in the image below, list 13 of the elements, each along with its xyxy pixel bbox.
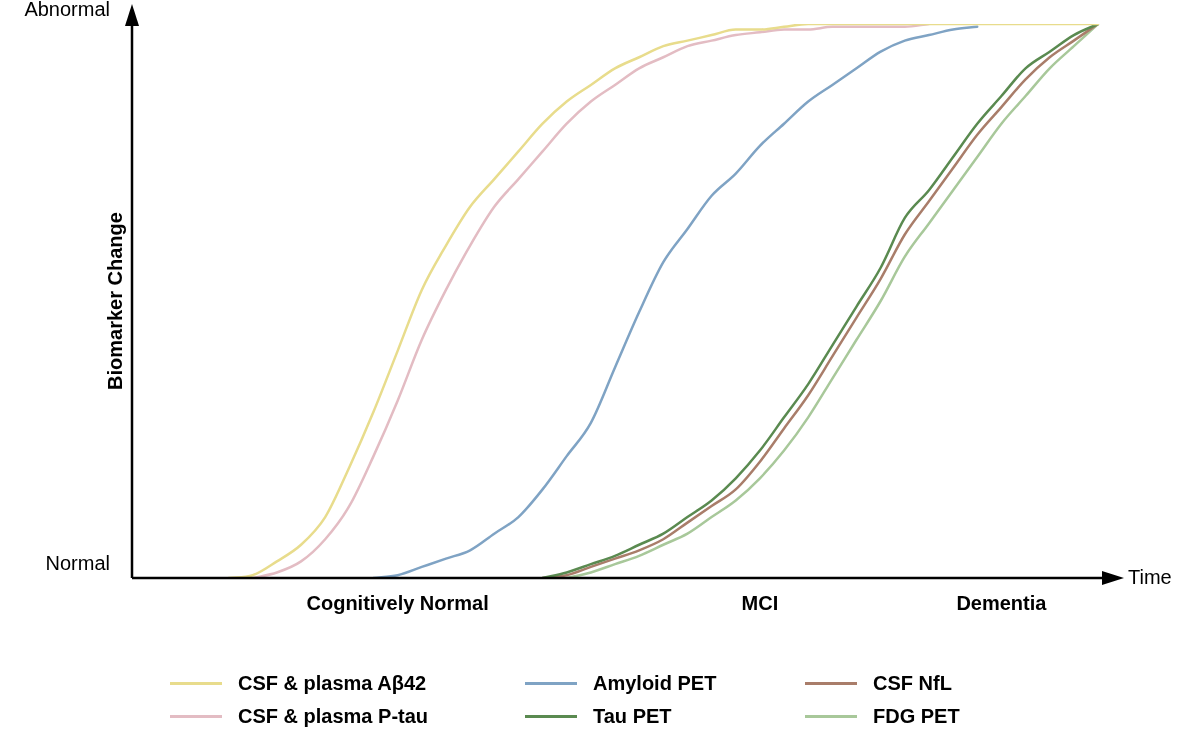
x-tick-label: Cognitively Normal <box>306 591 489 614</box>
legend-label: CSF & plasma Aβ42 <box>238 672 427 695</box>
text: Normal <box>45 551 110 574</box>
legend-label: FDG PET <box>873 705 960 728</box>
x-tick-label: MCI <box>741 591 779 614</box>
legend-label: Amyloid PET <box>593 672 717 695</box>
legend-label: CSF NfL <box>873 672 952 695</box>
x-axis-title: Time <box>1128 565 1172 588</box>
legend-label: Tau PET <box>593 705 672 728</box>
y-axis-title: Biomarker Change <box>103 212 126 390</box>
text: Abnormal <box>24 0 110 20</box>
x-tick-label: Dementia <box>956 591 1048 614</box>
legend-label: CSF & plasma P-tau <box>238 705 429 728</box>
